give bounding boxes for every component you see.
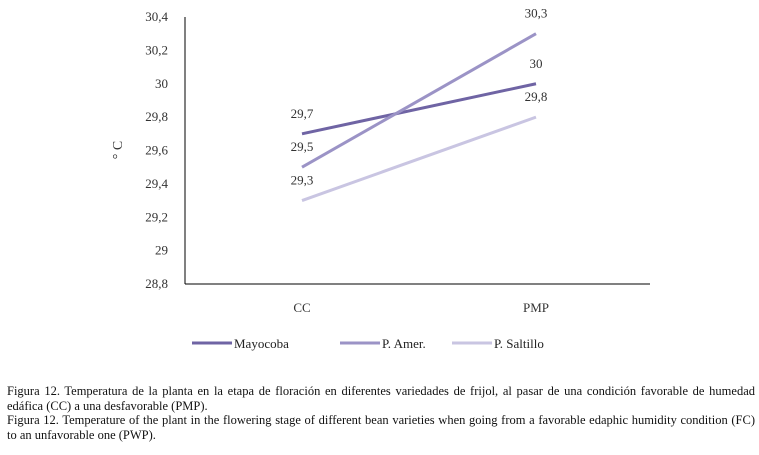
y-tick-label: 29 (155, 243, 168, 258)
caption-english: Figura 12. Temperature of the plant in t… (7, 413, 755, 442)
legend: Mayocoba P. Amer. P. Saltillo (192, 336, 544, 351)
legend-label: P. Amer. (382, 336, 426, 351)
legend-label: P. Saltillo (494, 336, 544, 351)
y-axis-ticks: 28,8 29 29,2 29,4 29,6 29,8 30 30,2 30,4 (145, 9, 168, 291)
data-label: 29,3 (291, 173, 314, 188)
data-labels: 29,7 30 29,5 30,3 29,3 29,8 (291, 6, 548, 188)
y-tick-label: 29,8 (145, 109, 168, 124)
figure-caption: Figura 12. Temperatura de la planta en l… (7, 384, 755, 442)
y-tick-label: 29,4 (145, 176, 168, 191)
series-line-p-amer- (301, 32, 537, 169)
y-tick-label: 28,8 (145, 276, 168, 291)
y-tick-label: 29,6 (145, 143, 168, 158)
y-tick-label: 29,2 (145, 209, 168, 224)
y-tick-label: 30,2 (145, 42, 168, 57)
series-line-p-saltillo (301, 115, 537, 202)
line-chart: 28,8 29 29,2 29,4 29,6 29,8 30 30,2 30,4 ° C CC P… (111, 6, 650, 351)
y-axis-label: ° C (111, 141, 126, 159)
legend-label: Mayocoba (234, 336, 289, 351)
data-label: 30 (530, 56, 543, 71)
data-label: 29,5 (291, 139, 314, 154)
x-axis-ticks: CC PMP (293, 300, 549, 315)
data-label: 29,8 (525, 89, 548, 104)
y-tick-label: 30 (155, 76, 168, 91)
data-label: 29,7 (291, 106, 314, 121)
series-line-mayocoba (301, 82, 537, 136)
x-tick-label: PMP (523, 300, 549, 315)
caption-spanish: Figura 12. Temperatura de la planta en l… (7, 384, 755, 413)
data-label: 30,3 (525, 6, 548, 21)
y-tick-label: 30,4 (145, 9, 168, 24)
series-lines (301, 32, 537, 202)
x-tick-label: CC (293, 300, 310, 315)
